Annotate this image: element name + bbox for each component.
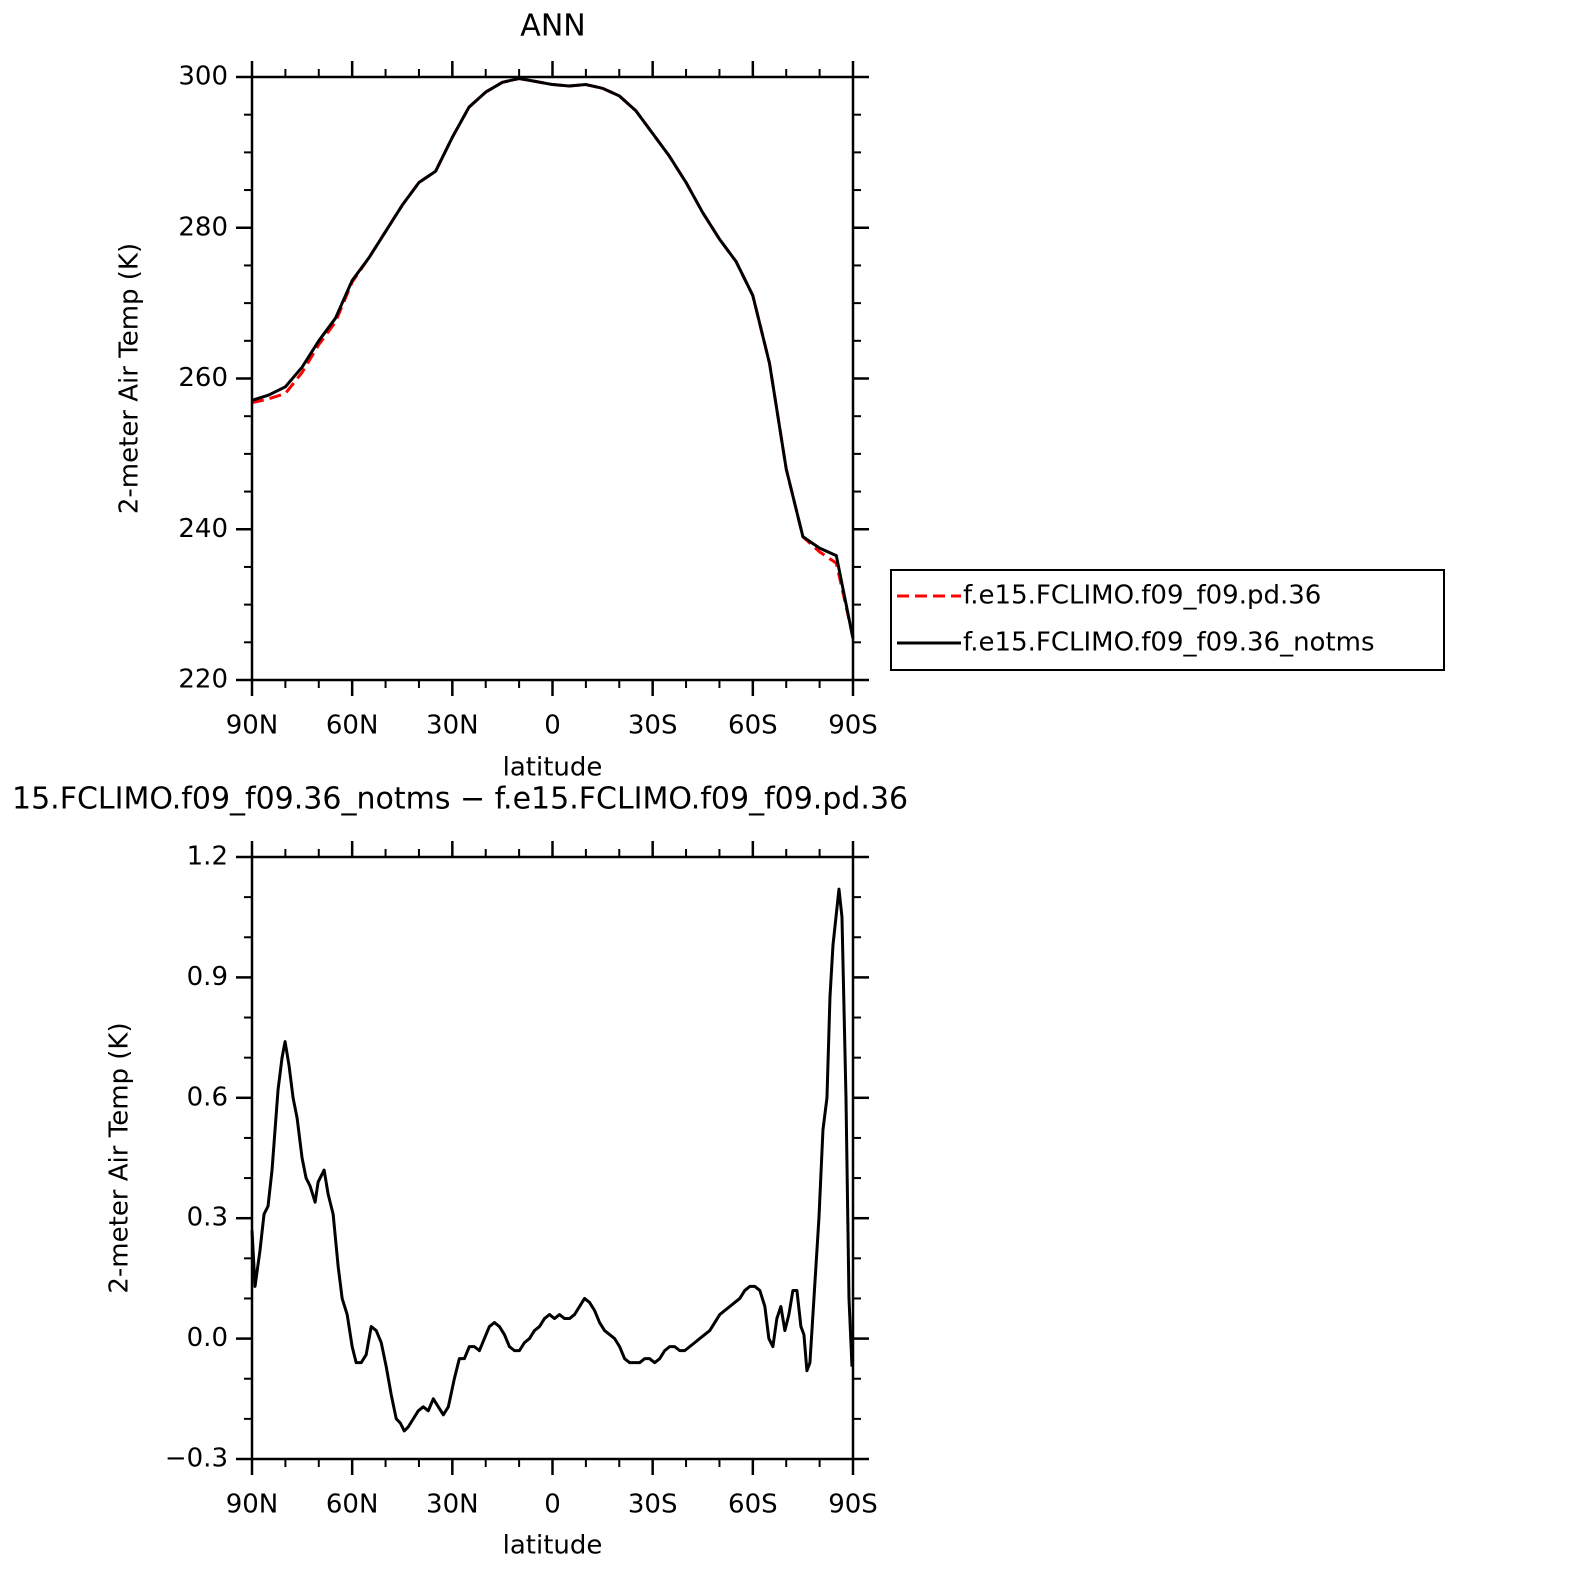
x-tick-label: 60N <box>326 1490 379 1520</box>
plot-frame <box>250 855 855 1461</box>
x-tick-label: 0 <box>544 1490 561 1520</box>
y-tick-label: 280 <box>178 212 228 242</box>
y-tick-label: 0.0 <box>187 1323 228 1353</box>
plot-frame <box>250 75 855 682</box>
chart-title: ANN <box>520 9 585 44</box>
y-tick-label: 0.9 <box>187 962 228 992</box>
y-tick-label: 0.3 <box>187 1203 228 1233</box>
x-tick-label: 90N <box>226 1490 279 1520</box>
x-tick-label: 60S <box>728 1490 778 1520</box>
y-axis-label: 2-meter Air Temp (K) <box>115 243 145 514</box>
x-tick-label: 30N <box>426 1490 479 1520</box>
x-tick-label: 30S <box>628 711 678 741</box>
legend-label: f.e15.FCLIMO.f09_f09.pd.36 <box>963 581 1321 611</box>
y-tick-label: 300 <box>178 62 228 92</box>
x-tick-label: 30N <box>426 711 479 741</box>
y-tick-label: 220 <box>178 665 228 695</box>
y-tick-label: 0.6 <box>187 1082 228 1112</box>
y-tick-label: 240 <box>178 514 228 544</box>
x-axis-label: latitude <box>503 1531 603 1561</box>
chart-title: 15.FCLIMO.f09_f09.36_notms − f.e15.FCLIM… <box>12 782 908 817</box>
x-tick-label: 90S <box>828 1490 878 1520</box>
data-line <box>251 77 855 639</box>
x-tick-label: 90S <box>828 711 878 741</box>
x-axis-label: latitude <box>503 753 603 783</box>
y-tick-label: 1.2 <box>187 842 228 872</box>
data-line <box>251 77 855 638</box>
y-tick-label: −0.3 <box>165 1444 228 1474</box>
x-tick-label: 30S <box>628 1490 678 1520</box>
legend-label: f.e15.FCLIMO.f09_f09.36_notms <box>963 628 1375 658</box>
data-line <box>250 887 854 1433</box>
y-tick-label: 260 <box>178 363 228 393</box>
x-tick-label: 90N <box>226 711 279 741</box>
x-tick-label: 0 <box>544 711 561 741</box>
y-axis-label: 2-meter Air Temp (K) <box>105 1022 135 1293</box>
x-tick-label: 60S <box>728 711 778 741</box>
x-tick-label: 60N <box>326 711 379 741</box>
legend-box <box>890 569 1445 671</box>
